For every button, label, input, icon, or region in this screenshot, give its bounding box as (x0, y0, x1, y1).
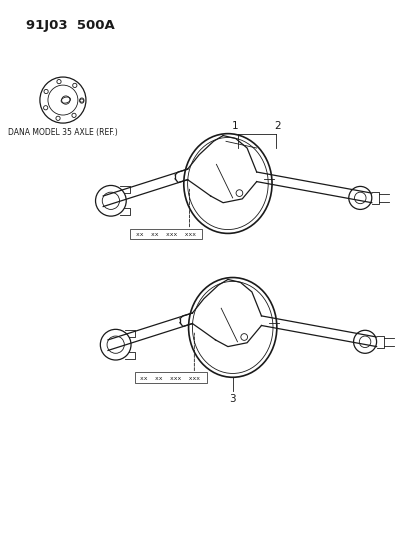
Text: 1: 1 (232, 121, 238, 131)
Bar (135, 373, 206, 383)
Text: 3: 3 (229, 393, 235, 403)
Text: 2: 2 (274, 121, 280, 131)
Text: xx  xx  xxx  xxx: xx xx xxx xxx (135, 232, 195, 237)
Text: DANA MODEL 35 AXLE (REF.): DANA MODEL 35 AXLE (REF.) (8, 128, 118, 137)
Text: 91J03  500A: 91J03 500A (26, 20, 115, 33)
Bar (130, 229, 202, 239)
Text: xx  xx  xxx  xxx: xx xx xxx xxx (140, 376, 200, 381)
